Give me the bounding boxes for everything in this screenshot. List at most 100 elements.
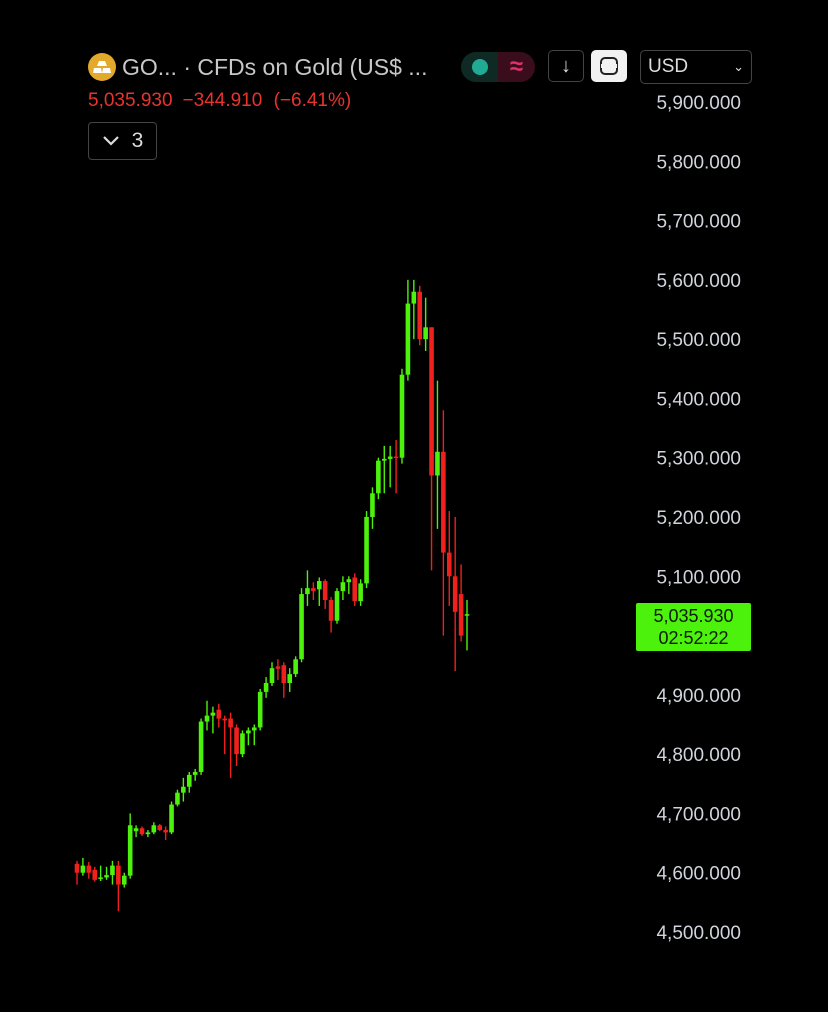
candle-up [370, 493, 375, 517]
y-axis-tick-label: 5,800.000 [656, 152, 741, 173]
candle-down [234, 727, 239, 755]
candle-down [275, 666, 281, 669]
candle-up [464, 614, 470, 616]
candle-up [251, 727, 257, 731]
candle-up [210, 712, 216, 716]
approx-wave-icon[interactable]: ≈ [498, 52, 535, 82]
y-axis-tick-label: 5,700.000 [656, 212, 741, 233]
candle-up [110, 865, 115, 876]
candle-up [435, 451, 440, 476]
indicators-collapse-button[interactable]: 3 [88, 122, 157, 160]
candle-up [423, 327, 428, 340]
candle-up [358, 583, 363, 602]
candle-up [334, 591, 340, 621]
candle-down [86, 865, 92, 873]
candle-up [376, 460, 381, 494]
candle-up [80, 865, 86, 873]
candle-down [139, 828, 145, 835]
candle-down [328, 600, 334, 621]
download-button[interactable]: ↓ [548, 50, 584, 82]
candle-up [198, 721, 204, 772]
y-axis-tick-label: 5,100.000 [656, 567, 741, 588]
candle-up [263, 683, 269, 692]
candle-down [352, 577, 358, 602]
candle-up [98, 877, 103, 879]
candle-up [340, 582, 346, 592]
candle-up [381, 458, 387, 461]
down-arrow-icon: ↓ [561, 54, 571, 77]
y-axis-tick-label: 4,500.000 [656, 923, 741, 944]
candle-down [281, 665, 287, 683]
candle-up [399, 374, 405, 458]
symbol-header[interactable]: GO... · CFDs on Gold (US$ ... [88, 52, 427, 82]
quote-line: 5,035.930 −344.910 (−6.41%) [88, 90, 351, 112]
candle-up [133, 828, 139, 832]
candle-down [74, 863, 80, 873]
candle-down [216, 709, 222, 719]
candle-down [92, 869, 98, 880]
bar-countdown: 02:52:22 [658, 628, 729, 648]
candle-up [186, 774, 192, 787]
candle-down [222, 718, 228, 721]
current-price-label: 5,035.930 02:52:22 [636, 603, 751, 651]
candle-up [316, 581, 322, 590]
symbol-title: GO... · CFDs on Gold (US$ ... [122, 53, 428, 80]
candle-down [322, 581, 328, 600]
candle-up [151, 825, 157, 833]
market-open-dot-icon [471, 59, 488, 75]
candle-down [417, 291, 423, 340]
price-change-percent: (−6.41%) [273, 90, 352, 111]
chevron-down-icon [102, 136, 119, 146]
y-axis-tick-label: 4,900.000 [656, 686, 741, 707]
fullscreen-button[interactable] [591, 50, 627, 82]
candle-down [441, 451, 446, 553]
candle-up [364, 517, 369, 584]
y-axis-tick-label: 4,700.000 [656, 804, 741, 825]
last-price: 5,035.930 [88, 90, 173, 111]
currency-select[interactable]: USD ⌄ [640, 50, 752, 84]
price-change: −344.910 [182, 90, 263, 111]
status-pill[interactable]: ≈ [461, 52, 535, 82]
currency-value: USD [648, 56, 689, 77]
candle-down [157, 825, 163, 831]
y-axis-tick-label: 5,200.000 [656, 508, 741, 529]
y-axis-tick-label: 5,600.000 [656, 271, 741, 292]
square-frame-icon [600, 57, 618, 75]
candle-down [452, 576, 458, 612]
candle-up [104, 875, 109, 878]
candle-up [293, 659, 298, 675]
indicator-count: 3 [131, 129, 144, 152]
gold-bars-icon [88, 53, 116, 81]
candle-up [121, 875, 127, 885]
candle-up [305, 588, 310, 595]
candle-up [405, 303, 411, 375]
y-axis-tick-label: 5,500.000 [656, 330, 741, 351]
candle-up [169, 804, 174, 833]
candle-up [175, 792, 180, 805]
current-price: 5,035.930 [653, 606, 734, 626]
candle-up [127, 825, 133, 876]
chevron-down-icon: ⌄ [733, 59, 744, 74]
candle-up [269, 668, 275, 683]
candle-up [145, 832, 151, 835]
candle-down [228, 718, 233, 728]
candle-up [411, 291, 417, 304]
candle-up [204, 715, 210, 722]
y-axis-tick-label: 5,900.000 [656, 93, 741, 114]
candle-up [240, 733, 245, 755]
candle-down [163, 830, 168, 833]
y-axis-tick-label: 5,400.000 [656, 389, 741, 410]
candle-up [257, 691, 263, 728]
candle-down [446, 552, 452, 577]
y-axis-tick-label: 4,600.000 [656, 864, 741, 885]
candle-down [311, 588, 316, 592]
candle-up [346, 579, 352, 583]
candle-up [299, 594, 304, 660]
candle-down [116, 865, 121, 885]
candle-down [458, 594, 464, 636]
candle-up [192, 771, 198, 775]
y-axis-tick-label: 4,800.000 [656, 745, 741, 766]
candle-up [181, 786, 186, 793]
y-axis-tick-label: 5,300.000 [656, 449, 741, 470]
